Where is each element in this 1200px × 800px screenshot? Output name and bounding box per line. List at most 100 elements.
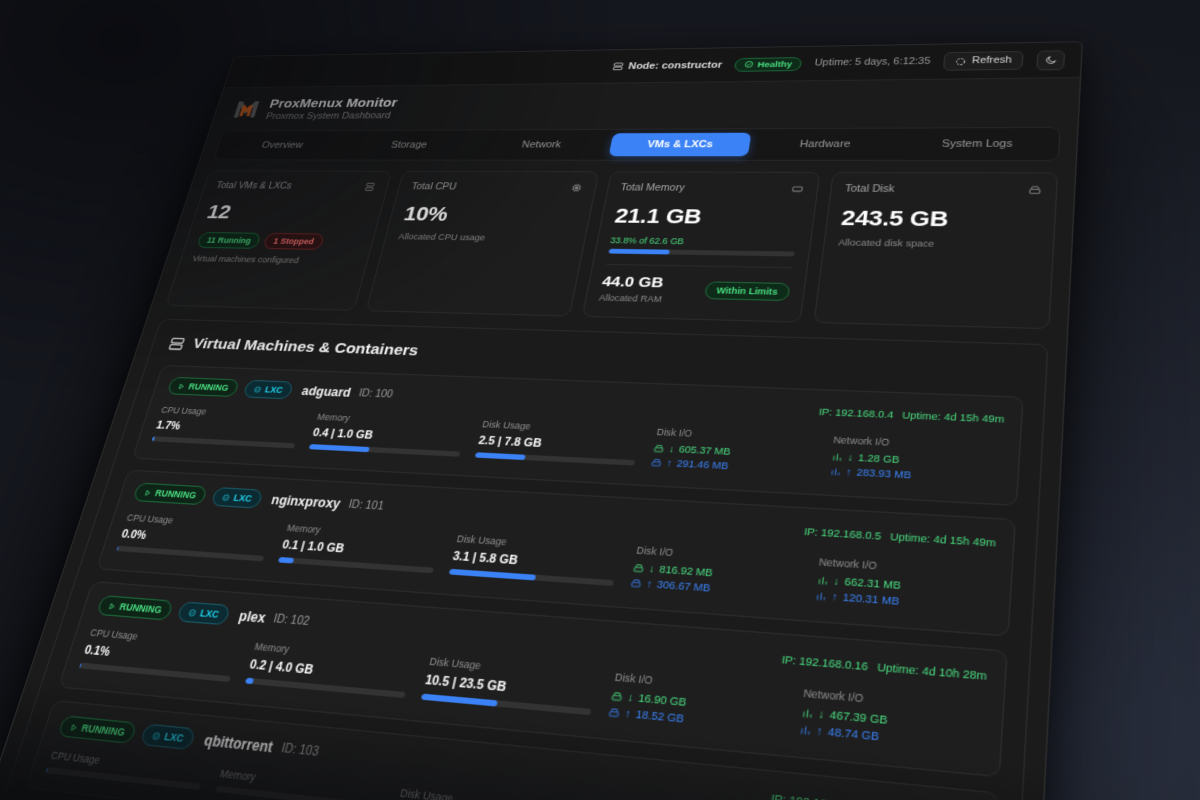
vm-type-badge: LXC [210,487,264,509]
card-title-disk: Total Disk [844,184,896,195]
io-arrow: ↓ [648,562,656,575]
theme-toggle-button[interactable] [1036,49,1066,70]
vm-state-badges: 11 Running 1 Stopped [196,232,362,250]
metric-memory: Memory 0.4 | 1.0 GB [308,412,469,461]
metric-label-disk: Disk Usage [398,786,455,800]
card-value-cpu: 10% [401,202,451,226]
io-value: 306.67 MB [656,578,712,594]
memory-stick-icon [790,184,804,194]
card-total-memory: Total Memory 21.1 GB 33.8% of 62.6 GB 44… [581,171,821,323]
brand-header: ProxMenux Monitor Proxmox System Dashboa… [210,78,1080,131]
hard-drive-icon [1028,185,1042,196]
vm-status-badge: RUNNING [96,595,174,621]
metric-value-memory: 0.4 | 1.0 GB [311,426,375,442]
tab-system-logs[interactable]: System Logs [941,138,1013,150]
io-value: 467.39 GB [828,708,888,727]
vm-name: adguard [300,383,353,400]
io-arrow: ↓ [846,451,854,464]
io-arrow: ↓ [668,443,676,455]
tab-storage[interactable]: Storage [389,139,429,151]
io-value: 18.52 GB [634,707,685,725]
hard-drive-icon [651,457,663,467]
vm-type-label: LXC [232,492,254,504]
play-icon [107,602,117,610]
hard-drive-icon [653,443,665,453]
refresh-icon [955,57,967,66]
io-value: 1.28 GB [857,452,900,466]
metric-label-network-io: Network I/O [832,434,891,448]
vm-status-label: RUNNING [187,381,230,393]
io-arrow: ↑ [815,724,824,738]
io-arrow: ↓ [832,574,840,588]
io-value: 16.90 GB [637,691,688,709]
metric-label-disk-io: Disk I/O [655,426,694,439]
metric-network-io: Network I/O ↓ 662.31 MB ↑ 120.31 MB [814,556,994,618]
vm-ip: IP: 192.168.0.16 [780,653,869,673]
cpu-chip-icon [569,183,583,193]
io-value: 662.31 MB [843,575,902,592]
card-total-vms: Total VMs & LXCs 12 11 Running 1 Stopped… [165,170,393,311]
vm-type-label: LXC [263,384,285,396]
network-activity-icon [829,466,841,477]
metric-value-cpu: 1.7% [154,419,183,433]
server-icon [611,62,624,71]
vm-status-label: RUNNING [79,722,127,739]
vm-name: plex [237,608,268,627]
metric-label-disk: Disk Usage [481,418,532,432]
app-title: ProxMenux Monitor [267,96,400,111]
hard-drive-icon [608,706,621,718]
network-activity-icon [799,723,812,736]
app-subtitle: Proxmox System Dashboard [264,110,392,122]
network-activity-icon [831,451,843,462]
card-header: Total Memory [620,183,804,194]
vm-container-panel: Virtual Machines & Containers RUNNING LX… [0,318,1049,800]
vm-status-badge: RUNNING [57,715,138,744]
memory-usage-bar [607,248,795,257]
metric-disk: Disk Usage 2.5 | 7.8 GB [474,419,642,470]
divider [605,263,793,269]
metric-disk: Disk Usage 10.5 | 23.5 GB [420,655,599,720]
vm-uptime: Uptime: 4d 10h 28m [876,660,988,683]
vm-status-label: RUNNING [153,487,198,501]
metric-label-cpu: CPU Usage [159,404,208,417]
card-total-cpu: Total CPU 10% Allocated CPU usage [365,170,599,317]
metric-bar-disk [474,452,636,466]
vm-uptime: Uptime: 4d 15h 49m [901,409,1005,425]
io-arrow: ↓ [626,690,635,704]
panel-title: Virtual Machines & Containers [190,335,421,360]
card-subtitle-disk: Allocated disk space [837,237,935,249]
metric-cpu: CPU Usage 0.1% [78,627,242,687]
io-value: 283.93 MB [855,466,912,481]
tab-overview[interactable]: Overview [260,140,305,151]
vm-status-label: RUNNING [118,601,164,616]
metric-value-disk: 2.5 | 7.8 GB [477,434,543,451]
badge-stopped: 1 Stopped [262,232,325,250]
card-subtitle-vms: Virtual machines configured [191,253,300,265]
card-subtitle-cpu: Allocated CPU usage [397,231,487,243]
main-tab-bar: Overview Storage Network VMs & LXCs Hard… [212,126,1061,161]
metric-cpu: CPU Usage 1.7% [150,405,304,453]
memory-usage-label: 33.8% of 62.6 GB [609,235,685,247]
refresh-button[interactable]: Refresh [942,51,1024,71]
metric-disk-io: Disk I/O ↓ 816.92 MB ↑ 306.67 MB [629,544,802,603]
card-header: Total Disk [844,184,1042,196]
io-arrow: ↑ [624,706,632,721]
tab-vms-lxcs[interactable]: VMs & LXCs [609,132,752,157]
metric-cpu: CPU Usage [45,749,207,791]
allocated-ram-value: 44.0 GB [600,273,665,292]
network-activity-icon [801,707,814,720]
tab-network[interactable]: Network [520,139,563,151]
vm-name: nginxproxy [269,492,343,512]
io-value: 291.46 MB [675,457,730,472]
proxmenux-dashboard-window: Node: constructor Healthy Uptime: 5 days… [0,41,1084,800]
card-value-disk: 243.5 GB [839,205,950,232]
metric-cpu: CPU Usage 0.0% [115,512,274,565]
io-value: 48.74 GB [827,725,880,743]
proxmenux-m-logo [229,97,264,121]
metric-network-io: Network I/O ↓ 1.28 GB ↑ 283.93 MB [829,434,1003,488]
shield-check-icon [743,60,754,68]
allocated-ram-block: 44.0 GB Allocated RAM [598,273,666,304]
tab-hardware[interactable]: Hardware [798,138,851,150]
